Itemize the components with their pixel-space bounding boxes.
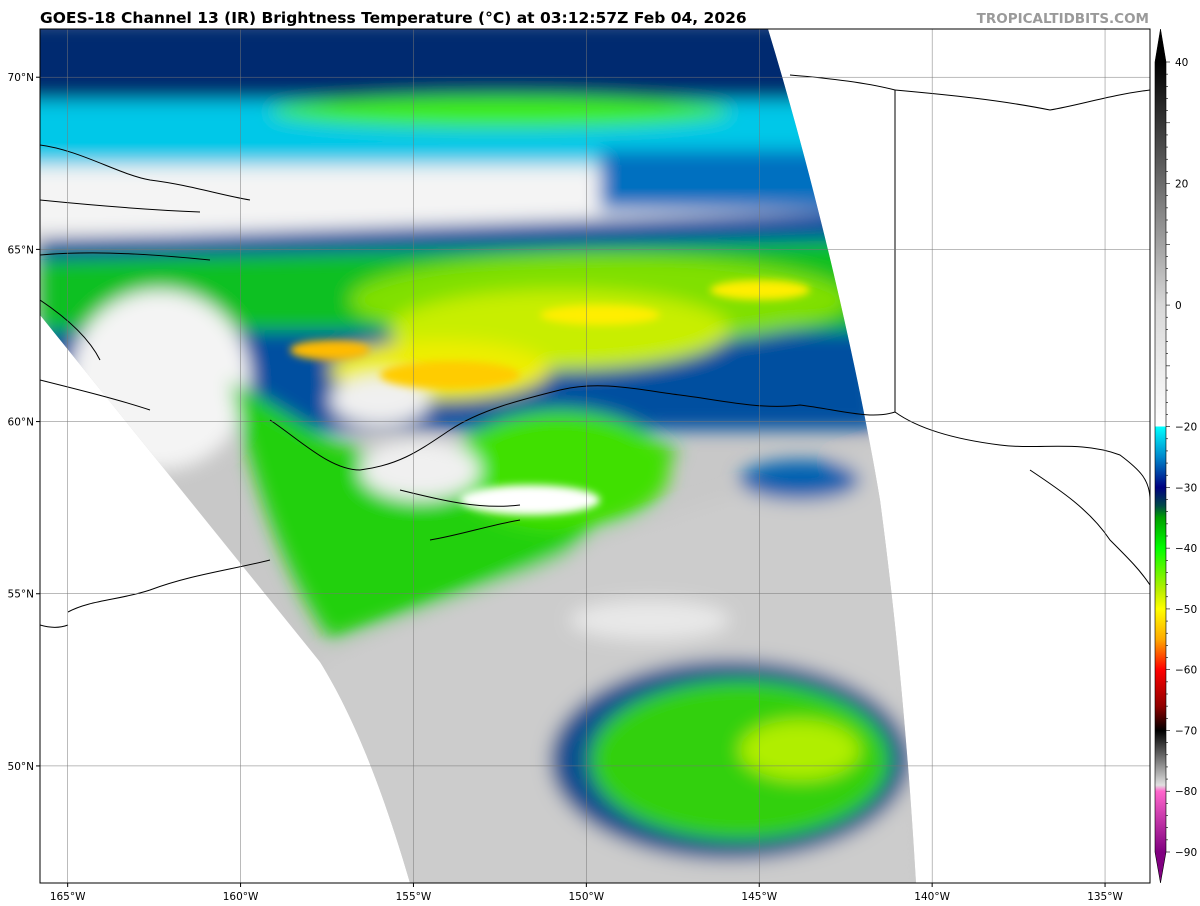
lat-tick-label: 60°N: [8, 417, 34, 429]
lat-tick-label: 50°N: [8, 761, 34, 773]
colorbar-tick-label: −30: [1175, 482, 1197, 494]
colorbar-upper-extension: [1155, 29, 1166, 62]
lat-tick-label: 70°N: [8, 72, 34, 84]
lat-tick-label: 65°N: [8, 244, 34, 256]
chart-title: GOES-18 Channel 13 (IR) Brightness Tempe…: [40, 9, 747, 27]
colorbar-tick-label: 40: [1175, 57, 1188, 69]
lat-tick-label: 55°N: [8, 589, 34, 601]
lon-tick-label: 155°W: [396, 891, 432, 903]
latitude-axis: 70°N 65°N 60°N 55°N 50°N: [8, 72, 40, 773]
colorbar-tick-label: 20: [1175, 179, 1188, 191]
colorbar-lower-extension: [1155, 852, 1166, 883]
watermark: TROPICALTIDBITS.COM: [976, 11, 1149, 27]
gridlines: [40, 29, 1150, 883]
colorbar-tick-label: −90: [1175, 847, 1197, 859]
colorbar-tick-label: −50: [1175, 604, 1197, 616]
colorbar-tick-label: −60: [1175, 665, 1197, 677]
lon-tick-label: 165°W: [50, 891, 86, 903]
colorbar-tick-label: −80: [1175, 786, 1197, 798]
lon-tick-label: 145°W: [741, 891, 777, 903]
lon-tick-label: 135°W: [1087, 891, 1123, 903]
map-border: [39, 28, 1151, 884]
lon-tick-label: 150°W: [569, 891, 605, 903]
colorbar-tick-label: −40: [1175, 543, 1197, 555]
lon-tick-label: 160°W: [223, 891, 259, 903]
colorbar-bar: [1155, 62, 1166, 852]
lon-tick-label: 140°W: [914, 891, 950, 903]
colorbar-tick-label: −20: [1175, 422, 1197, 434]
colorbar-tick-label: −70: [1175, 725, 1197, 737]
colorbar: 40 20 0 −20 −30 −40 −50 −60 −70 −80 −90: [1154, 28, 1197, 884]
coastlines: [40, 74, 1150, 628]
longitude-axis: 165°W 160°W 155°W 150°W 145°W 140°W 135°W: [50, 883, 1123, 903]
colorbar-tick-label: 0: [1175, 300, 1182, 312]
